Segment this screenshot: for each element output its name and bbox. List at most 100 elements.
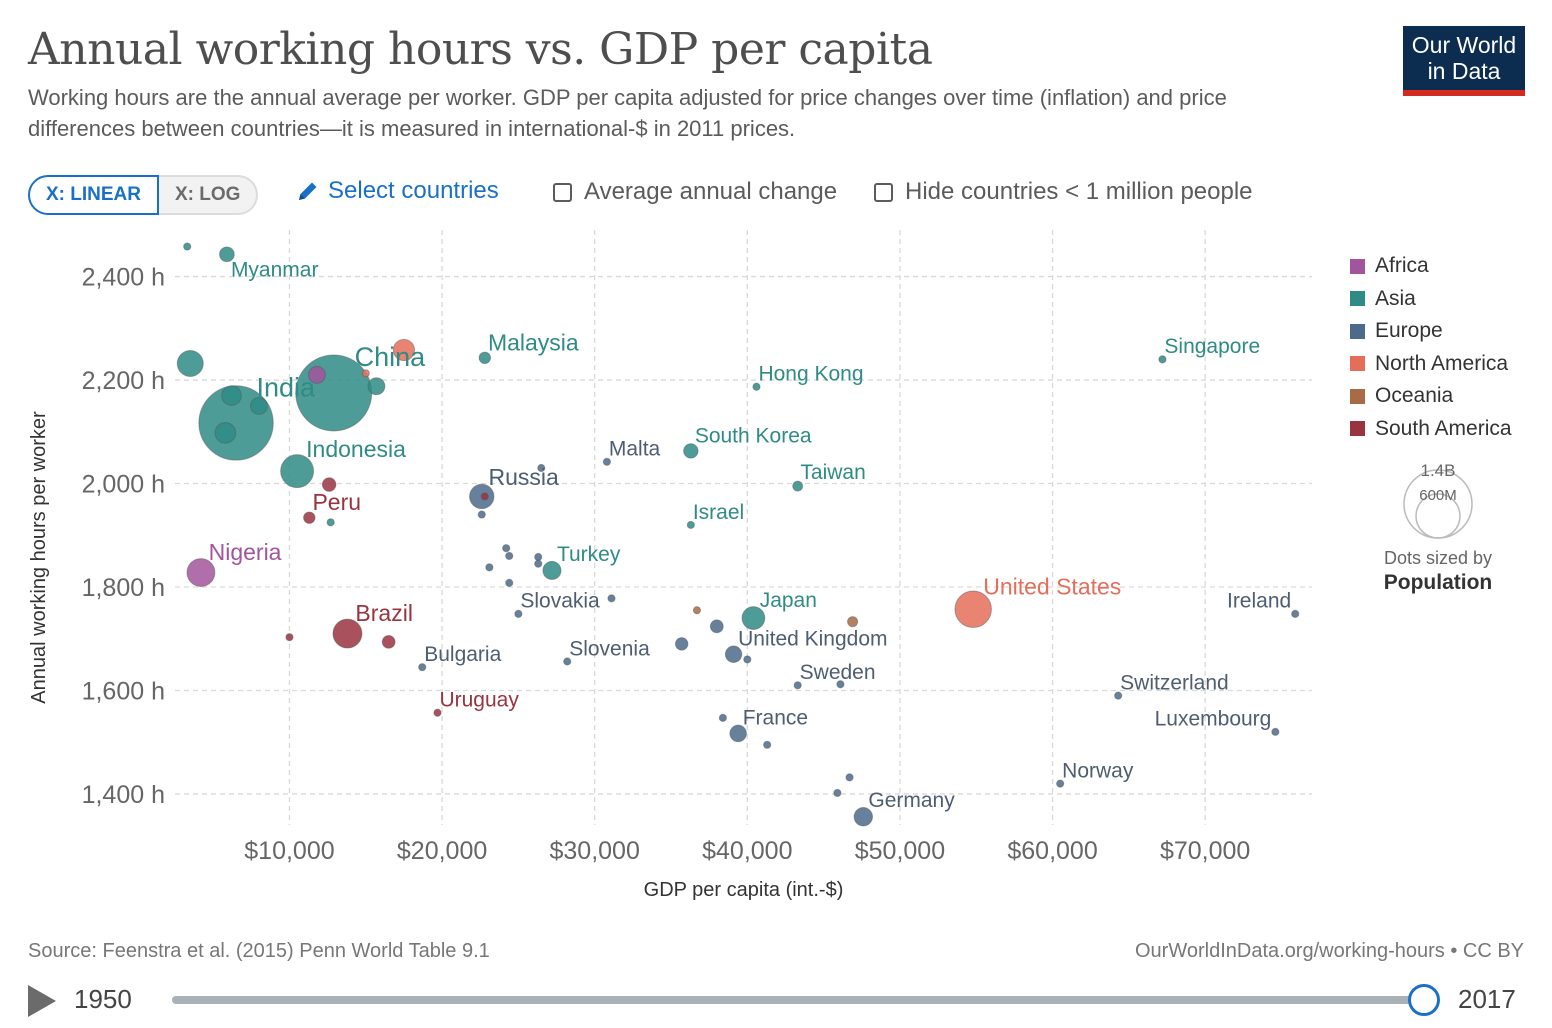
timeline-track[interactable] xyxy=(172,996,1428,1004)
point-label: Hong Kong xyxy=(758,363,863,386)
data-point[interactable] xyxy=(183,242,192,251)
data-point[interactable] xyxy=(221,385,242,406)
data-point[interactable] xyxy=(537,463,546,473)
data-point[interactable] xyxy=(534,559,543,568)
data-point[interactable] xyxy=(303,511,316,524)
data-point[interactable] xyxy=(326,518,335,527)
logo-line-1: Our World xyxy=(1411,32,1517,58)
data-point[interactable] xyxy=(480,492,489,501)
data-point[interactable] xyxy=(954,590,992,628)
data-point[interactable] xyxy=(607,594,616,603)
data-point[interactable] xyxy=(724,645,743,663)
data-point[interactable] xyxy=(321,477,337,492)
point-label: France xyxy=(743,706,808,729)
chart-controls: X: LINEAR X: LOG Select countries Averag… xyxy=(28,175,1328,215)
x-tick-label: $60,000 xyxy=(1007,837,1097,865)
checkbox-square xyxy=(874,182,893,202)
point-label: Switzerland xyxy=(1120,671,1229,694)
data-point[interactable] xyxy=(485,563,494,572)
data-point[interactable] xyxy=(332,618,363,649)
average-change-checkbox[interactable]: Average annual change xyxy=(553,178,837,206)
data-point[interactable] xyxy=(505,578,514,587)
data-point[interactable] xyxy=(361,369,370,378)
data-point[interactable] xyxy=(1056,779,1065,788)
scatter-chart[interactable]: 1,400 h 1,600 h 1,800 h 2,000 h 2,200 h 2,400… xyxy=(0,230,1340,920)
data-point[interactable] xyxy=(563,657,572,666)
data-point[interactable] xyxy=(683,443,699,459)
data-point[interactable] xyxy=(542,560,562,580)
owid-logo[interactable]: Our World in Data xyxy=(1403,26,1525,96)
data-point[interactable] xyxy=(793,681,802,690)
point-label: Taiwan xyxy=(800,461,865,484)
data-point[interactable] xyxy=(477,510,486,519)
legend-item-asia[interactable]: Asia xyxy=(1350,283,1512,316)
point-label: Indonesia xyxy=(306,436,406,462)
legend-item-north-america[interactable]: North America xyxy=(1350,348,1512,381)
data-point[interactable] xyxy=(752,382,761,391)
data-point[interactable] xyxy=(836,680,845,689)
data-point[interactable] xyxy=(505,551,514,561)
legend-label: Asia xyxy=(1375,286,1416,310)
data-point[interactable] xyxy=(1271,727,1280,736)
data-point[interactable] xyxy=(478,351,492,365)
source-note: Source: Feenstra et al. (2015) Penn Worl… xyxy=(28,940,490,962)
legend-item-europe[interactable]: Europe xyxy=(1350,315,1512,348)
data-point[interactable] xyxy=(833,788,842,798)
data-point[interactable] xyxy=(743,655,752,664)
data-point[interactable] xyxy=(741,606,766,630)
data-point[interactable] xyxy=(186,558,216,587)
data-point[interactable] xyxy=(249,396,268,415)
legend-item-oceania[interactable]: Oceania xyxy=(1350,380,1512,413)
data-point[interactable] xyxy=(729,724,747,743)
data-point[interactable] xyxy=(602,457,612,466)
data-point[interactable] xyxy=(718,713,727,722)
data-point[interactable] xyxy=(219,246,235,263)
data-point[interactable] xyxy=(176,349,204,377)
data-point[interactable] xyxy=(1158,355,1167,364)
data-point[interactable] xyxy=(381,634,396,649)
legend-item-africa[interactable]: Africa xyxy=(1350,250,1512,283)
data-point[interactable] xyxy=(367,377,386,396)
data-point[interactable] xyxy=(418,663,427,672)
legend-label: North America xyxy=(1375,351,1509,375)
x-log-button[interactable]: X: LOG xyxy=(159,175,259,215)
data-point[interactable] xyxy=(1291,609,1300,619)
data-point[interactable] xyxy=(853,807,874,827)
play-icon[interactable] xyxy=(28,985,56,1017)
select-countries-button[interactable]: Select countries xyxy=(296,177,499,205)
data-point[interactable] xyxy=(1114,691,1123,700)
size-variable: Population xyxy=(1383,571,1493,594)
data-point[interactable] xyxy=(674,637,689,651)
hide-small-countries-checkbox[interactable]: Hide countries < 1 million people xyxy=(874,178,1253,206)
data-point[interactable] xyxy=(502,544,511,553)
data-point[interactable] xyxy=(686,520,695,530)
legend-label: Africa xyxy=(1375,254,1429,278)
source-url[interactable]: OurWorldInData.org/working-hours • CC BY xyxy=(1135,940,1524,962)
data-point[interactable] xyxy=(709,619,724,634)
x-tick-label: $70,000 xyxy=(1160,837,1250,865)
data-point[interactable] xyxy=(285,633,294,642)
y-tick-label: 1,400 h xyxy=(82,781,165,809)
data-point[interactable] xyxy=(392,338,416,362)
x-linear-button[interactable]: X: LINEAR xyxy=(28,175,159,215)
legend-item-south-america[interactable]: South America xyxy=(1350,413,1512,446)
x-tick-label: $30,000 xyxy=(550,837,640,865)
point-label: Germany xyxy=(868,789,955,812)
data-point[interactable] xyxy=(845,773,854,782)
data-point[interactable] xyxy=(280,454,315,489)
point-label: Malaysia xyxy=(488,329,579,355)
logo-line-2: in Data xyxy=(1427,58,1501,84)
y-tick-label: 2,000 h xyxy=(82,471,165,499)
data-point[interactable] xyxy=(514,609,523,619)
data-point[interactable] xyxy=(792,480,804,492)
timeline-handle[interactable] xyxy=(1408,984,1440,1016)
data-point[interactable] xyxy=(214,421,237,444)
data-point[interactable] xyxy=(307,365,326,384)
point-label: South Korea xyxy=(695,425,812,448)
size-circle-large xyxy=(1403,469,1473,539)
data-point[interactable] xyxy=(433,708,442,717)
data-point[interactable] xyxy=(534,552,543,562)
data-point[interactable] xyxy=(847,616,859,628)
data-point[interactable] xyxy=(763,740,772,749)
data-point[interactable] xyxy=(692,606,702,615)
